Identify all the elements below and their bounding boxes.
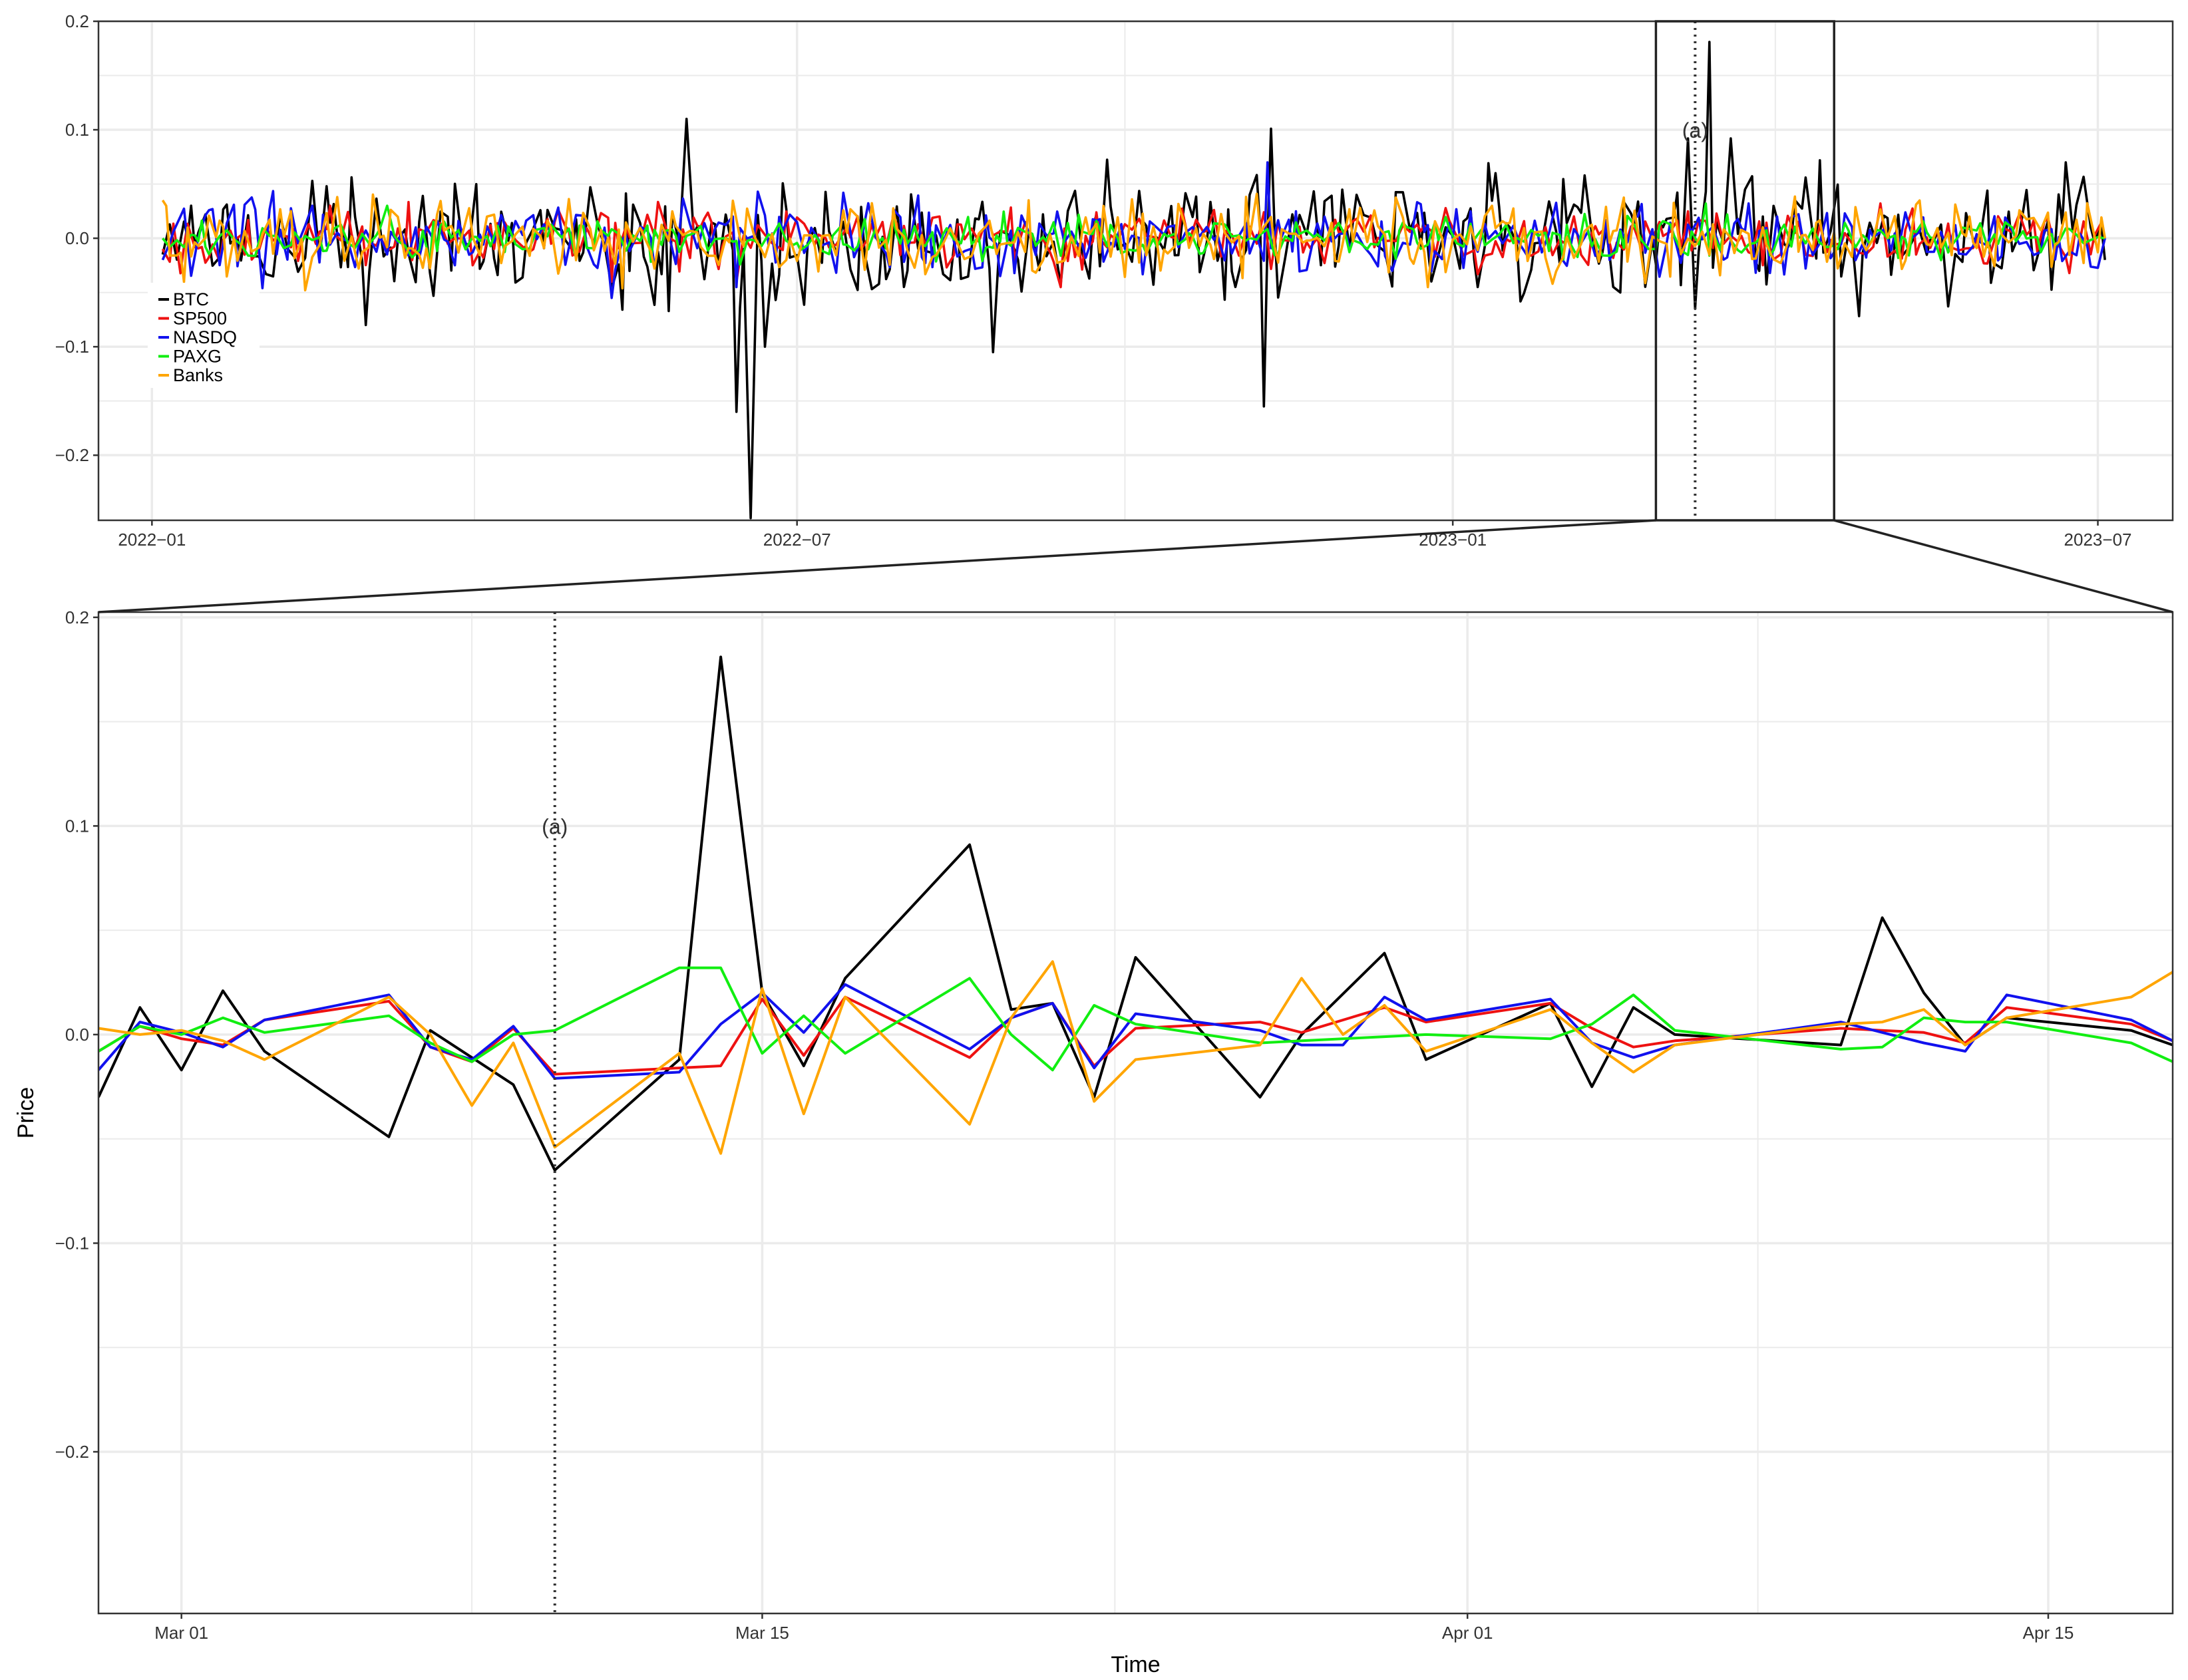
zoom-connector-left: [98, 519, 1656, 613]
legend-label-btc: BTC: [173, 289, 209, 309]
x-tick-label: Mar 15: [735, 1623, 789, 1643]
y-tick-label: 0.1: [65, 816, 89, 836]
y-tick-label: −0.2: [55, 1442, 89, 1462]
series-group-zoom: [98, 655, 2173, 1172]
y-tick-label: 0.2: [65, 11, 89, 31]
y-tick-label: 0.1: [65, 120, 89, 140]
legend-label-sp500: SP500: [173, 309, 227, 329]
y-axis-title: Price: [13, 1087, 39, 1138]
y-tick-label: 0.0: [65, 1025, 89, 1045]
y-tick-label: −0.1: [55, 337, 89, 357]
y-tick-label: −0.2: [55, 445, 89, 465]
panel-zoom: (a) −0.2 −0.1 0.0 0.1 0.2 Mar 01 Mar 15 Apr 01 Ap…: [13, 607, 2174, 1677]
x-tick-label: Apr 15: [2023, 1623, 2074, 1643]
grid-zoom: [98, 612, 2173, 1613]
y-tick-label: 0.0: [65, 228, 89, 248]
panel-border-zoom: [97, 611, 2174, 1615]
zoom-connector-right: [1833, 519, 2173, 613]
legend-label-paxg: PAXG: [173, 347, 222, 367]
series-group-overview: [161, 41, 2106, 520]
series-line-banks: [161, 192, 2106, 291]
plot-layer: (a) −0.2 −0.1 0.0 0.1 0.2 2022−01 2022−07 2023−0…: [13, 11, 2174, 1677]
x-tick-label: Mar 01: [154, 1623, 208, 1643]
event-label: (a): [1682, 118, 1708, 142]
x-tick-label: 2022−01: [118, 530, 186, 550]
legend-label-banks: Banks: [173, 365, 223, 385]
x-tick-label: 2022−07: [763, 530, 831, 550]
legend-label-nasdq: NASDQ: [173, 327, 237, 347]
panel-overview: (a) −0.2 −0.1 0.0 0.1 0.2 2022−01 2022−07 2023−0…: [55, 11, 2174, 550]
series-line-banks: [98, 960, 2173, 1155]
x-tick-label: Apr 01: [1442, 1623, 1493, 1643]
series-line-sp500: [161, 200, 2103, 289]
x-tick-label: 2023−07: [2064, 530, 2132, 550]
panel-border-overview: [97, 20, 2174, 522]
event-label: (a): [542, 814, 568, 838]
zoom-window-box: [1654, 20, 1835, 522]
y-tick-label: 0.2: [65, 607, 89, 627]
y-tick-label: −0.1: [55, 1233, 89, 1253]
x-axis-title: Time: [1111, 1652, 1160, 1677]
series-line-paxg: [98, 966, 2173, 1072]
zoom-indicator: [98, 20, 2173, 613]
